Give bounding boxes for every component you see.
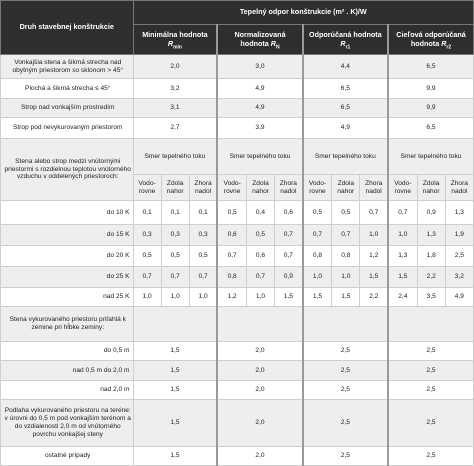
flow-label: Smer tepelného toku: [387, 138, 474, 175]
table-row: Plochá a šikmá strecha ≤ 45° 3,2 4,9 6,5…: [0, 78, 474, 99]
table-row: do 25 K 0,7 0,7 0,7 0,8 0,7 0,9 1,0 1,0 1,5 1,…: [0, 266, 474, 288]
row-label: Strop pod nevykurovaným priestorom: [0, 117, 134, 139]
section-label-ground: Stena vykurovaného priestoru priľahlá k …: [0, 306, 134, 342]
row-label: Plochá a šikmá strecha ≤ 45°: [0, 78, 134, 99]
table-row: do 20 K 0,5 0,5 0,5 0,7 0,6 0,7 0,8 0,8 1,2 1,…: [0, 245, 474, 267]
section-header-row: Stena alebo strop medzi vnútornými pries…: [0, 138, 474, 201]
table-row: do 10 K 0,1 0,1 0,1 0,5 0,4 0,6 0,5 0,5 0,7 0,…: [0, 200, 474, 225]
section-label-floor: Podlaha vykurovaného priestoru na teréne…: [0, 399, 134, 447]
row-label: Vonkajšia stena a šikmá strecha nad obyt…: [0, 54, 134, 79]
flow-label: Smer tepelného toku: [216, 138, 304, 175]
table-row: do 0,5 m 1,5 2,0 2,5 2,5: [0, 341, 474, 361]
header-rn: Normalizovaná hodnota RN: [216, 24, 304, 55]
table-row: Vonkajšia stena a šikmá strecha nad obyt…: [0, 54, 474, 79]
header-rr2: Cieľová odporúčaná hodnota Rr2: [387, 24, 474, 55]
flow-label: Smer tepelného toku: [132, 138, 218, 175]
table-row: Podlaha vykurovaného priestoru na teréne…: [0, 399, 474, 447]
table-row: nad 2,0 m 1,5 2,0 2,5 2,5: [0, 380, 474, 400]
direction-row: Vodo-rovne Zdola nahor Zhora nadol Vodo-ro…: [1, 174, 474, 201]
flow-label: Smer tepelného toku: [301, 138, 389, 175]
header-rr1: Odporúčaná hodnota Rr1: [301, 24, 389, 55]
row-label: Strop nad vonkajším prostredím: [0, 98, 134, 118]
table-row: ostatné prípady 1,5 2,0 2,5 2,5: [0, 446, 474, 466]
section-header-row: Stena vykurovaného priestoru priľahlá k …: [0, 306, 474, 342]
table-row: do 15 K 0,3 0,3 0,3 0,6 0,5 0,7 0,7 0,7 1,0 1,…: [0, 224, 474, 246]
table-row: nad 0,5 m do 2,0 m 1,5 2,0 2,5 2,5: [0, 360, 474, 381]
section-label-walls: Stena alebo strop medzi vnútornými pries…: [0, 138, 134, 201]
header-rmin: Minimálna hodnota Rmin: [132, 24, 218, 55]
table-row: Strop pod nevykurovaným priestorom 2,7 3…: [0, 117, 474, 139]
header-group-title: Tepelný odpor konštrukcie (m² . K)/W: [132, 0, 474, 25]
header-construction: Druh stavebnej konštrukcie: [0, 0, 134, 55]
table-row: Strop nad vonkajším prostredím 3,1 4,9 6…: [0, 98, 474, 118]
table-row: nad 25 K 1,0 1,0 1,0 1,2 1,0 1,5 1,5 1,5 2,2 2…: [0, 287, 474, 307]
